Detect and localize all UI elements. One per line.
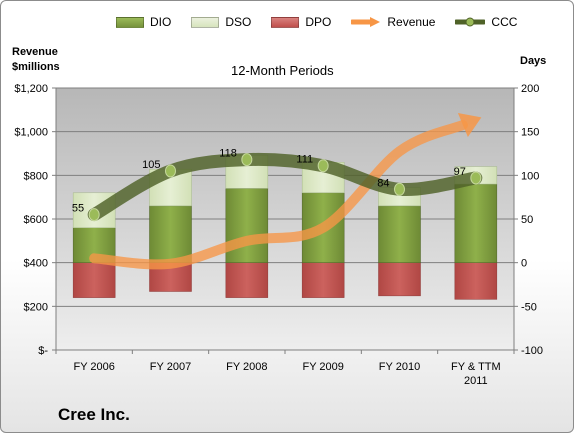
- ccc-data-label: 105: [142, 159, 160, 171]
- right-tick-label: 200: [521, 83, 539, 95]
- legend-item-dio: DIO: [116, 15, 171, 29]
- ccc-marker: [165, 164, 176, 178]
- ccc-marker: [470, 171, 482, 185]
- ccc-marker: [317, 159, 329, 173]
- left-tick-label: $600: [24, 214, 48, 226]
- right-tick-label: 50: [521, 214, 533, 226]
- bar-dpo: [454, 262, 498, 300]
- legend-swatch-dpo: [271, 16, 300, 28]
- legend-label-dso: DSO: [225, 15, 252, 29]
- right-tick-label: 100: [521, 170, 539, 182]
- legend-label-dio: DIO: [150, 15, 172, 29]
- x-tick-label: FY 2009: [302, 361, 343, 373]
- ccc-data-label: 111: [296, 154, 313, 166]
- left-tick-label: $800: [24, 170, 48, 182]
- legend-item-ccc: CCC: [455, 15, 517, 29]
- x-tick-label: 2011: [464, 375, 488, 387]
- left-axis-title: Revenue $millions: [12, 45, 60, 75]
- legend-item-revenue: Revenue: [351, 15, 435, 29]
- bar-dio: [225, 188, 269, 263]
- chart-title: 12-Month Periods: [231, 63, 334, 78]
- legend-item-dso: DSO: [191, 15, 251, 29]
- x-tick-label: FY 2007: [150, 361, 191, 373]
- bar-dpo: [301, 262, 345, 298]
- legend-swatch-dso: [191, 16, 220, 28]
- bar-dpo: [72, 262, 116, 298]
- x-tick-label: FY 2006: [73, 361, 114, 373]
- right-tick-label: 150: [521, 127, 539, 139]
- ccc-marker: [241, 153, 253, 167]
- legend-label-dpo: DPO: [305, 15, 332, 29]
- legend-swatch-revenue: [351, 17, 381, 27]
- ccc-data-label: 84: [377, 177, 389, 189]
- bar-dio: [149, 205, 192, 263]
- revenue-line: [89, 120, 468, 270]
- ccc-marker: [88, 208, 100, 222]
- ccc-data-label: 118: [219, 148, 237, 160]
- left-tick-label: $1,000: [14, 127, 48, 139]
- legend-swatch-dio: [116, 16, 144, 28]
- bar-dio: [378, 205, 421, 263]
- bar-dio: [454, 183, 498, 263]
- ccc-data-label: 97: [454, 166, 466, 178]
- left-tick-label: $200: [24, 301, 48, 313]
- legend-label-ccc: CCC: [491, 15, 518, 29]
- legend: DIO DSO DPO Revenue CCC: [116, 15, 537, 29]
- bar-dpo: [378, 262, 421, 297]
- right-tick-label: 0: [521, 258, 527, 270]
- ccc-marker: [394, 182, 405, 196]
- x-tick-label: FY 2010: [379, 361, 420, 373]
- left-axis-title-line1: Revenue: [12, 46, 58, 58]
- x-tick-label: FY 2008: [226, 361, 267, 373]
- company-name: Cree Inc.: [58, 405, 130, 424]
- right-tick-label: -100: [521, 345, 543, 357]
- left-axis-title-line2: $millions: [12, 61, 60, 73]
- legend-swatch-ccc: [455, 17, 486, 27]
- right-tick-label: -50: [521, 301, 537, 313]
- legend-label-revenue: Revenue: [387, 15, 436, 29]
- bar-dpo: [225, 262, 269, 298]
- right-axis-title: Days: [520, 55, 547, 67]
- ccc-data-label: 55: [72, 203, 84, 215]
- x-tick-label: FY & TTM: [451, 361, 501, 373]
- left-tick-label: $1,200: [14, 83, 48, 95]
- revenue-arrowhead: [457, 113, 482, 138]
- left-tick-label: $400: [24, 258, 48, 270]
- legend-item-dpo: DPO: [271, 15, 331, 29]
- left-tick-label: $-: [38, 345, 48, 357]
